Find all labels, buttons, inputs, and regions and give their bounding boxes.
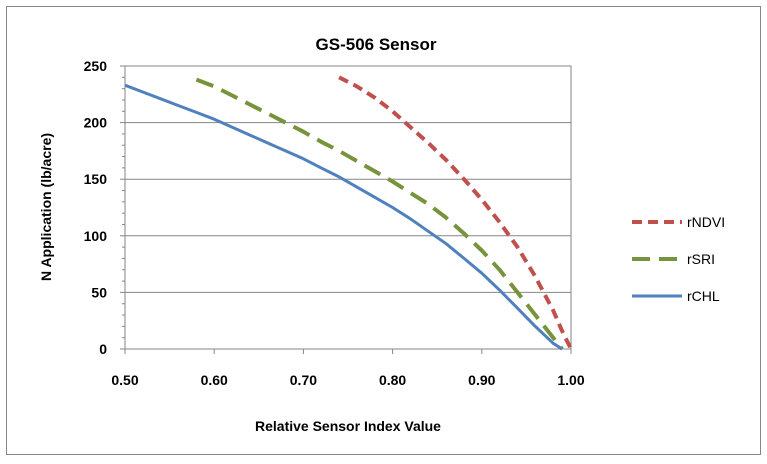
data-series xyxy=(124,75,573,351)
x-tick-label: 0.80 xyxy=(379,372,406,388)
tick-labels: 0 50 100 150 200 250 0.50 0.60 0.70 0.80 0.90 1.00 xyxy=(84,58,585,388)
legend-label-rsri: rSRI xyxy=(687,251,715,267)
series-line-rndvi xyxy=(338,75,573,350)
y-tick-label: 150 xyxy=(84,171,108,187)
x-tick-label: 0.70 xyxy=(290,372,317,388)
legend: rNDVI rSRI rCHL xyxy=(632,214,725,304)
y-axis-label: N Application (lb/acre) xyxy=(38,133,54,281)
legend-label-rndvi: rNDVI xyxy=(687,214,725,230)
chart-title: GS-506 Sensor xyxy=(316,35,437,54)
series-line-rchl xyxy=(124,83,563,351)
legend-label-rchl: rCHL xyxy=(687,288,720,304)
axes xyxy=(120,65,572,354)
x-tick-label: 0.50 xyxy=(111,372,138,388)
grid-lines xyxy=(125,65,571,293)
y-tick-label: 0 xyxy=(99,341,107,357)
y-tick-label: 100 xyxy=(84,228,108,244)
plot-area xyxy=(124,65,572,350)
y-tick-label: 200 xyxy=(84,115,108,131)
x-tick-label: 0.90 xyxy=(468,372,495,388)
y-tick-label: 50 xyxy=(91,284,107,300)
x-tick-label: 1.00 xyxy=(557,372,584,388)
series-line-rsri xyxy=(195,77,564,351)
y-tick-label: 250 xyxy=(84,58,108,74)
x-axis-label: Relative Sensor Index Value xyxy=(255,418,441,434)
x-tick-label: 0.60 xyxy=(201,372,228,388)
